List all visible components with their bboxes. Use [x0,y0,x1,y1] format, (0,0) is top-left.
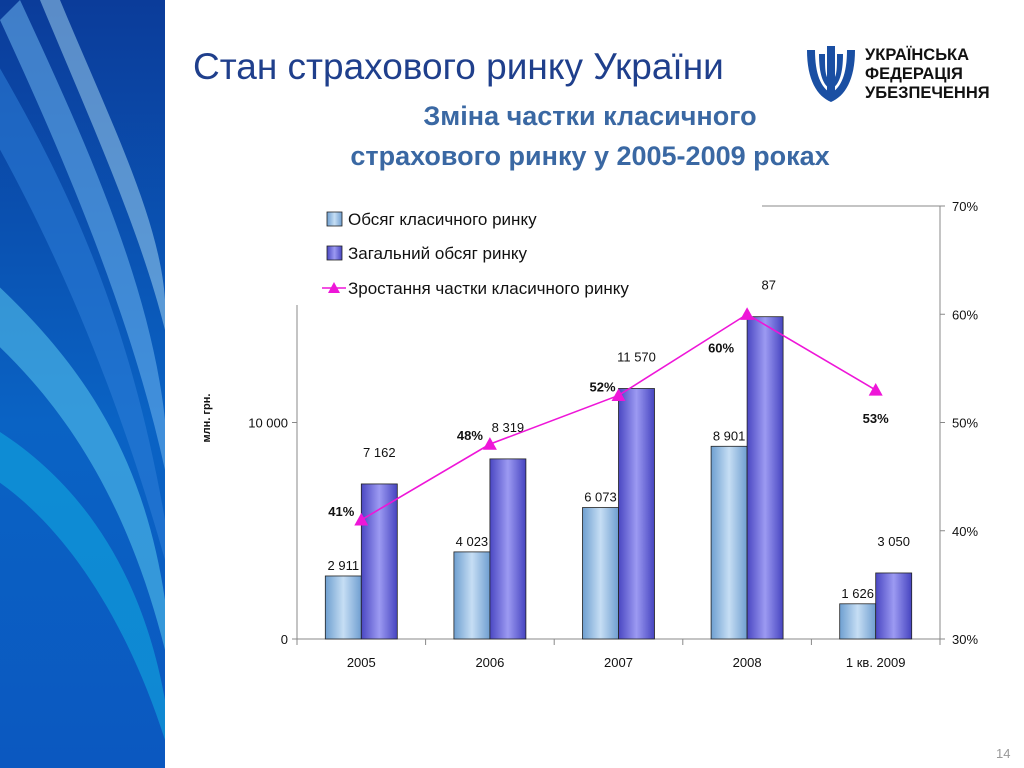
bar-total [489,458,527,640]
y2-tick-label: 50% [952,416,978,431]
data-label-share: 53% [863,411,889,426]
data-label-total: 11 570 [617,350,656,365]
bar-total [746,316,784,640]
legend-swatch-total [326,245,343,261]
x-tick-label: 2005 [347,655,376,670]
bar-total [875,572,913,640]
legend-label-total: Загальний обсяг ринку [348,244,527,263]
legend-swatch-classic [326,211,343,227]
line-share-point [354,512,369,526]
line-share-point [611,388,626,402]
data-label-classic: 1 626 [841,586,874,601]
bar-total [618,388,655,640]
x-tick-label: 1 кв. 2009 [846,655,906,670]
x-tick-label: 2007 [604,655,633,670]
page-number: 14 [996,746,1011,761]
y-tick-label: 10 000 [248,416,288,431]
line-share-point [868,383,883,396]
chart-title-line-2: страхового ринку у 2005-2009 роках [350,141,830,171]
data-label-share: 48% [457,428,483,443]
logo: УКРАЇНСЬКА ФЕДЕРАЦІЯ УБЕЗПЕЧЕННЯ [803,44,990,106]
slide-title: Стан страхового ринку України [193,46,724,87]
bar-total [360,483,398,640]
data-label-share: 60% [708,340,734,355]
x-tick-label: 2008 [733,655,762,670]
chart-title: Зміна частки класичного страхового ринку… [250,96,930,176]
data-label-share: 41% [328,504,354,519]
data-label-classic: 2 911 [328,558,360,573]
y2-tick-label: 70% [952,199,978,214]
data-label-total: 3 050 [877,534,910,549]
x-tick-label: 2006 [475,655,504,670]
decorative-side-stripes [0,0,165,768]
bar-classic [453,551,491,640]
bar-classic [710,445,748,640]
bar-classic [839,603,877,640]
legend-label-classic: Обсяг класичного ринку [348,210,537,229]
data-label-total: 8 319 [492,420,525,435]
legend-label-share: Зростання частки класичного ринку [348,279,629,298]
bar-classic [324,575,362,640]
data-label-total: 7 162 [363,445,396,460]
legend-background [237,200,762,304]
logo-text: УКРАЇНСЬКА ФЕДЕРАЦІЯ УБЕЗПЕЧЕННЯ [865,46,990,103]
data-label-share: 52% [589,379,615,394]
line-share-point [482,437,497,450]
legend-swatch-share-marker [328,282,340,293]
logo-line-3: УБЕЗПЕЧЕННЯ [865,84,990,102]
y2-tick-label: 40% [952,524,978,539]
y2-tick-label: 30% [952,632,978,647]
chart-title-line-1: Зміна частки класичного [423,101,757,131]
bar-classic [582,507,619,640]
y-tick-label: 0 [281,632,288,647]
y-axis-title: млн. грн. [201,394,213,443]
line-share-point [740,307,755,320]
data-label-classic: 8 901 [713,428,746,443]
data-label-classic: 4 023 [456,534,489,549]
trident-logo-icon [807,46,855,102]
logo-line-2: ФЕДЕРАЦІЯ [865,65,963,83]
data-label-classic: 6 073 [584,490,617,505]
logo-line-1: УКРАЇНСЬКА [865,46,970,64]
y2-tick-label: 60% [952,307,978,322]
